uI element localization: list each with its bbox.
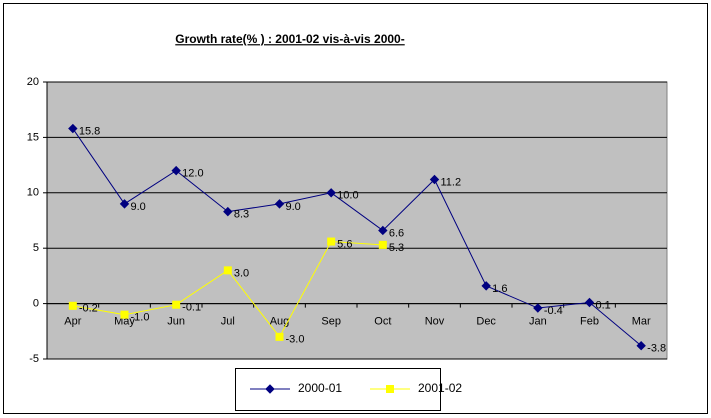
x-tick-label: Jun <box>167 316 185 328</box>
data-label: 0.1 <box>596 299 611 311</box>
data-point <box>120 310 129 319</box>
y-tick-label: -5 <box>29 353 39 365</box>
x-tick-label: Oct <box>374 316 391 328</box>
data-point <box>429 174 440 185</box>
data-point <box>119 199 130 209</box>
legend-label: 2000-01 <box>298 381 342 395</box>
plot-area <box>46 81 668 360</box>
data-label: 10.0 <box>337 190 358 202</box>
data-point <box>636 340 646 351</box>
x-tick-label: Sep <box>321 316 341 328</box>
chart-title: Growth rate(% ) : 2001-02 vis-à-vis 2000… <box>175 32 404 46</box>
x-tick-label: Feb <box>580 316 599 328</box>
data-label: 5.3 <box>389 242 404 254</box>
data-point <box>223 266 232 275</box>
x-tick-label: Jul <box>221 316 235 328</box>
data-label: 1.6 <box>492 283 507 295</box>
legend-marker <box>386 385 394 393</box>
data-point <box>274 199 285 209</box>
x-tick-label: Aug <box>270 316 290 328</box>
data-label: -3.8 <box>647 343 666 355</box>
data-point <box>171 165 181 176</box>
x-tick-label: Nov <box>425 316 445 328</box>
data-label: 6.6 <box>389 227 404 239</box>
x-tick-label: May <box>114 316 135 328</box>
data-label: 3.0 <box>234 267 249 279</box>
data-label: 9.0 <box>286 201 301 213</box>
data-label: 15.8 <box>79 125 100 137</box>
x-tick-label: Dec <box>476 316 496 328</box>
data-point <box>326 188 336 198</box>
data-point <box>223 206 233 217</box>
data-label: -1.0 <box>131 312 150 324</box>
data-point <box>275 332 284 341</box>
data-point <box>378 240 387 249</box>
data-point <box>584 297 595 308</box>
legend-label: 2001-02 <box>418 381 462 395</box>
data-label: -0.1 <box>182 302 201 314</box>
y-tick-label: 15 <box>27 131 39 143</box>
data-point <box>327 237 336 246</box>
y-tick-label: 5 <box>33 242 39 254</box>
data-point <box>481 281 491 291</box>
data-label: 11.2 <box>441 176 462 188</box>
data-point <box>68 301 77 310</box>
data-label: -0.4 <box>544 305 563 317</box>
data-label: -0.2 <box>79 303 98 315</box>
x-tick-label: Jan <box>529 316 547 328</box>
legend-marker <box>265 384 275 394</box>
data-point <box>172 300 181 309</box>
data-label: -3.0 <box>286 334 305 346</box>
data-label: 8.3 <box>234 209 249 221</box>
x-tick-label: Apr <box>64 316 81 328</box>
data-label: 12.0 <box>182 168 203 180</box>
data-point <box>378 225 388 236</box>
y-tick-label: 10 <box>27 187 39 199</box>
data-label: 5.6 <box>337 238 352 250</box>
data-point <box>68 123 78 134</box>
series-line <box>72 128 642 347</box>
data-label: 9.0 <box>131 201 146 213</box>
y-tick-label: 0 <box>33 298 39 310</box>
y-tick-label: 20 <box>27 76 39 88</box>
data-point <box>533 303 543 313</box>
x-tick-label: Mar <box>632 316 651 328</box>
